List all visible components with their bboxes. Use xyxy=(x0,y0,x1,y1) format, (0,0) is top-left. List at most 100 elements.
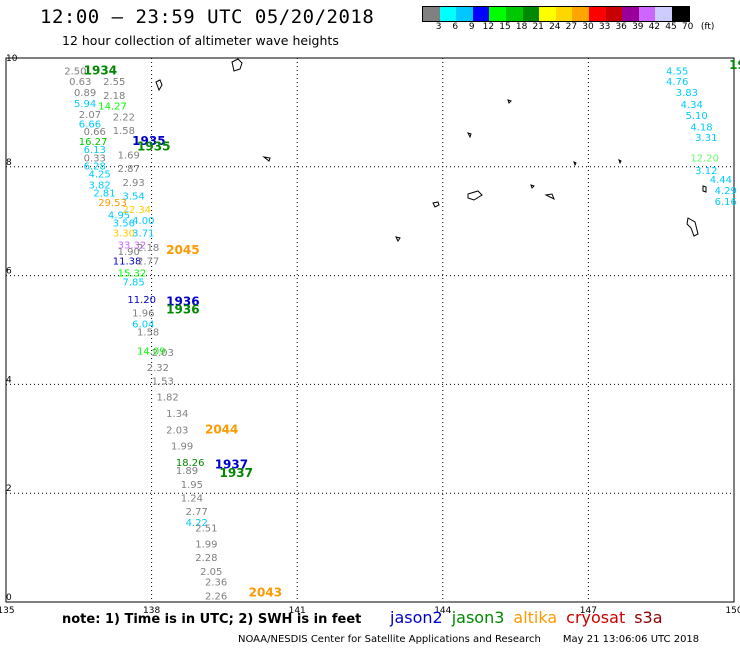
pass-time-label: 1937 xyxy=(220,466,253,480)
satellite-legend-altika: altika xyxy=(513,608,558,627)
wave-height-label: 2.77 xyxy=(137,257,159,268)
wave-height-label: 15.32 xyxy=(118,269,147,280)
color-scale-label: 15 xyxy=(499,22,511,32)
wave-height-label: 6.66 xyxy=(79,120,101,131)
wave-height-label: 2.22 xyxy=(113,113,135,124)
wave-height-label: 6.28 xyxy=(84,162,106,173)
wave-height-label: 3.54 xyxy=(122,191,144,202)
color-scale-label: 6 xyxy=(452,22,459,32)
wave-height-label: 4.18 xyxy=(690,122,712,133)
wave-height-label: 33.32 xyxy=(118,240,147,251)
chart-title: 12:00 – 23:59 UTC 05/20/2018 xyxy=(40,6,375,28)
wave-height-label: 4.55 xyxy=(666,66,688,77)
wave-height-label: 2.77 xyxy=(186,507,208,518)
plot-frame xyxy=(5,57,735,603)
wave-height-label: 11.38 xyxy=(113,257,142,268)
color-swatch xyxy=(671,7,689,21)
island-outline xyxy=(432,201,440,208)
wave-height-label: 6.13 xyxy=(84,145,106,156)
satellite-legend: jason2 jason3 altika cryosat s3a xyxy=(390,608,672,627)
island-outline xyxy=(395,236,401,242)
satellite-legend-cryosat: cryosat xyxy=(566,608,626,627)
pass-time-label: 1935 xyxy=(137,139,170,153)
wave-height-label: 4.95 xyxy=(108,210,130,221)
pass-time-label: 1937 xyxy=(215,458,248,472)
color-swatch xyxy=(638,7,656,21)
island-outline xyxy=(467,190,483,201)
island-outline xyxy=(530,184,535,189)
wave-height-label: 2.03 xyxy=(166,425,188,436)
color-scale-label: 9 xyxy=(468,22,475,32)
wave-height-label: 16.27 xyxy=(79,137,108,148)
wave-height-label: 2.07 xyxy=(79,110,101,121)
color-swatch xyxy=(439,7,457,21)
x-tick-label: 144 xyxy=(434,606,451,616)
wave-height-label: 3.83 xyxy=(676,88,698,99)
color-swatch xyxy=(505,7,523,21)
wave-height-label: 1.99 xyxy=(171,442,193,453)
island-outline xyxy=(507,99,512,104)
wave-height-label: 1.69 xyxy=(118,151,140,162)
island-outline xyxy=(262,156,271,162)
wave-height-label: 5.94 xyxy=(74,99,96,110)
y-tick-label: 10 xyxy=(6,54,18,64)
wave-height-label: 3.30 xyxy=(113,228,135,239)
color-swatch xyxy=(489,7,506,21)
footer-credit: NOAA/NESDIS Center for Satellite Applica… xyxy=(238,634,699,645)
color-scale-label: 30 xyxy=(582,22,594,32)
timestamp: May 21 13:06:06 UTC 2018 xyxy=(562,634,700,645)
color-scale-label: 36 xyxy=(615,22,627,32)
x-tick-label: 135 xyxy=(0,606,15,616)
color-scale-label: 45 xyxy=(665,22,677,32)
chart-subtitle: 12 hour collection of altimeter wave hei… xyxy=(62,33,339,48)
y-tick-label: 0 xyxy=(6,593,12,603)
wave-height-label: 3.56 xyxy=(113,219,135,230)
wave-height-label: 3.31 xyxy=(695,133,717,144)
color-swatch xyxy=(588,7,606,21)
wave-height-label: 2.32 xyxy=(147,363,169,374)
wave-height-label: 18.26 xyxy=(176,458,205,469)
wave-height-label: 12.20 xyxy=(690,153,719,164)
credit-text: NOAA/NESDIS Center for Satellite Applica… xyxy=(238,634,541,645)
wave-height-label: 1.58 xyxy=(137,327,159,338)
island-outline xyxy=(155,79,163,92)
color-scale-label: 39 xyxy=(632,22,644,32)
color-swatch xyxy=(472,7,490,21)
color-swatch xyxy=(655,7,672,21)
color-scale-label: 3 xyxy=(435,22,442,32)
color-scale-label: 42 xyxy=(648,22,661,32)
wave-height-label: 0.33 xyxy=(84,153,106,164)
color-swatch xyxy=(555,7,573,21)
color-scale-label: 18 xyxy=(515,22,528,32)
satellite-legend-s3a: s3a xyxy=(634,608,663,627)
color-scale-label: 12 xyxy=(482,22,495,32)
color-scale-label: 27 xyxy=(565,22,578,32)
wave-height-label: 2.87 xyxy=(118,164,140,175)
island-outline xyxy=(467,132,472,139)
wave-height-label: 3.12 xyxy=(695,166,717,177)
wave-height-label: 1.99 xyxy=(195,540,217,551)
pass-time-label: 1935 xyxy=(132,134,165,148)
color-swatch xyxy=(522,7,540,21)
y-tick-label: 2 xyxy=(6,484,12,494)
x-tick-label: 147 xyxy=(580,606,597,616)
wave-height-label: 1.24 xyxy=(181,493,203,504)
wave-height-label: 1.90 xyxy=(118,247,140,258)
wave-height-label: 0.63 xyxy=(69,77,91,88)
wave-height-label: 2.03 xyxy=(152,348,174,359)
wave-height-label: 1.82 xyxy=(156,393,178,404)
wave-height-label: 2.55 xyxy=(103,77,125,88)
color-swatch xyxy=(622,7,639,21)
wave-height-label: 7.85 xyxy=(122,277,144,288)
wave-height-label: 2.05 xyxy=(200,567,222,578)
pass-time-label: 1936 xyxy=(166,303,199,317)
color-swatch xyxy=(423,7,440,21)
color-scale-unit: (ft) xyxy=(700,22,715,32)
wave-height-label: 3.71 xyxy=(132,228,154,239)
wave-height-label: 0.89 xyxy=(74,88,96,99)
island-outline xyxy=(702,185,707,193)
x-tick-label: 138 xyxy=(143,606,160,616)
wave-height-label: 1.58 xyxy=(113,126,135,137)
wave-height-label: 14.27 xyxy=(98,102,127,113)
pass-time-label: 2045 xyxy=(166,243,199,257)
